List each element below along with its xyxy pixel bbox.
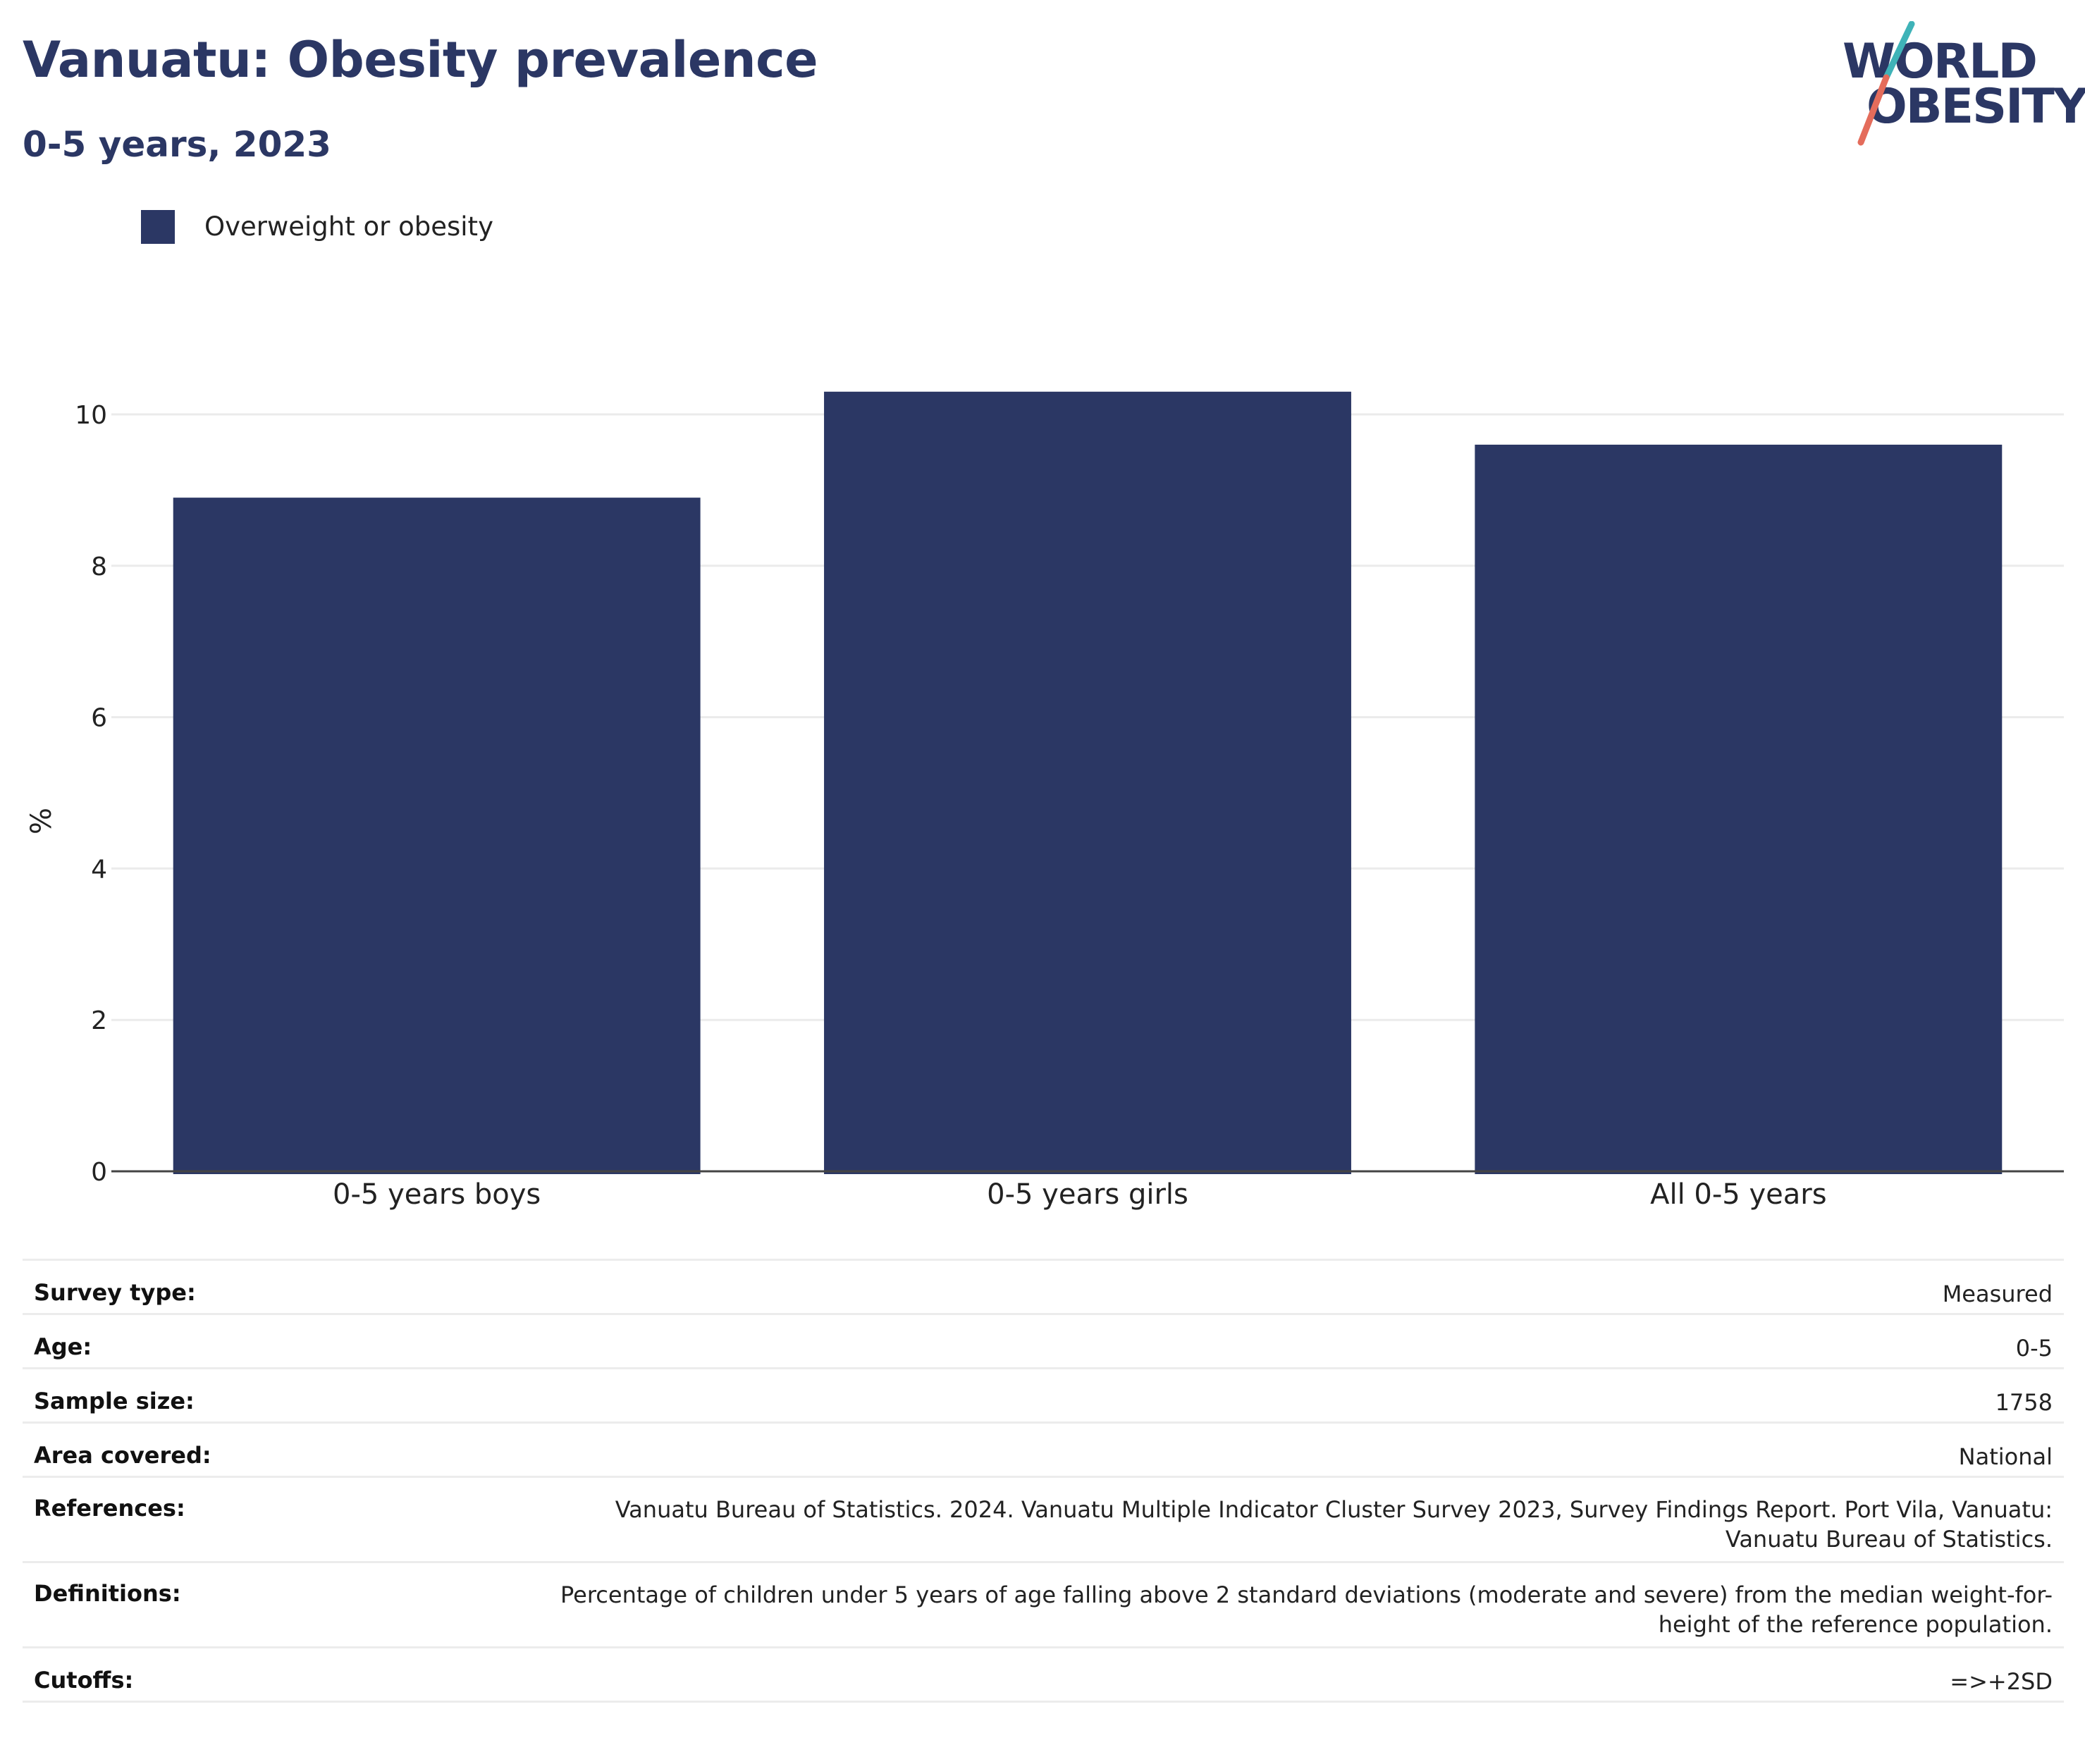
y-tick-label: 6	[91, 704, 107, 733]
chart-title: Vanuatu: Obesity prevalence	[23, 31, 818, 89]
info-label: Definitions:	[23, 1561, 516, 1648]
info-value: Vanuatu Bureau of Statistics. 2024. Vanu…	[516, 1476, 2064, 1563]
info-row-cutoffs: Cutoffs: =>+2SD	[23, 1646, 2064, 1703]
x-tick-label: All 0-5 years	[1650, 1178, 1826, 1211]
info-label: References:	[23, 1476, 516, 1563]
info-value: Measured	[516, 1259, 2064, 1315]
info-value: 0-5	[516, 1313, 2064, 1369]
x-tick-label: 0-5 years boys	[333, 1178, 541, 1211]
bar	[824, 391, 1351, 1174]
info-value: National	[516, 1421, 2064, 1478]
y-tick-label: 8	[91, 553, 107, 581]
info-row-age: Age: 0-5	[23, 1313, 2064, 1369]
info-row-references: References: Vanuatu Bureau of Statistics…	[23, 1476, 2064, 1563]
info-label: Survey type:	[23, 1259, 516, 1315]
info-value: 1758	[516, 1367, 2064, 1424]
world-obesity-logo: WORLD OBESITY	[1833, 21, 2085, 148]
y-tick-label: 2	[91, 1006, 107, 1035]
survey-info-table: Survey type: Measured Age: 0-5 Sample si…	[23, 1259, 2064, 1703]
y-tick-label: 10	[75, 401, 107, 430]
legend-label: Overweight or obesity	[204, 211, 493, 242]
legend-swatch	[141, 210, 175, 244]
info-label: Age:	[23, 1313, 516, 1369]
info-label: Sample size:	[23, 1367, 516, 1424]
info-value: =>+2SD	[516, 1646, 2064, 1703]
info-row-definitions: Definitions: Percentage of children unde…	[23, 1561, 2064, 1648]
y-tick-label: 4	[91, 855, 107, 884]
info-row-area-covered: Area covered: National	[23, 1421, 2064, 1478]
logo-slash-icon	[1857, 21, 1915, 146]
info-label: Cutoffs:	[23, 1646, 516, 1703]
info-row-survey-type: Survey type: Measured	[23, 1259, 2064, 1315]
y-axis-label: %	[25, 808, 58, 834]
bar	[173, 498, 701, 1174]
bar	[1475, 444, 2003, 1175]
info-label: Area covered:	[23, 1421, 516, 1478]
info-row-sample-size: Sample size: 1758	[23, 1367, 2064, 1424]
y-tick-label: 0	[91, 1158, 107, 1187]
logo-word-world: WORLD	[1843, 34, 2038, 90]
chart-subtitle: 0-5 years, 2023	[23, 124, 331, 165]
x-tick-label: 0-5 years girls	[987, 1178, 1188, 1211]
info-value: Percentage of children under 5 years of …	[516, 1561, 2064, 1648]
logo-word-obesity: OBESITY	[1866, 79, 2085, 135]
bar-chart: 0 2 4 6 8 10% 0-5 years boys 0-5 years girls All…	[25, 391, 2064, 1211]
